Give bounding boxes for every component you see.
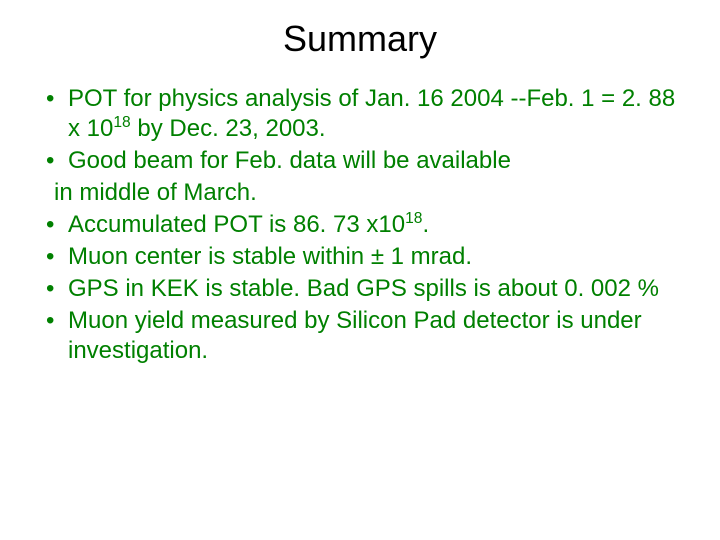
- bullet-continuation: in middle of March.: [40, 178, 680, 208]
- bullet-item: Accumulated POT is 86. 73 x1018.: [40, 210, 680, 240]
- slide-title: Summary: [40, 18, 680, 60]
- bullet-item: Muon center is stable within ± 1 mrad.: [40, 242, 680, 272]
- bullet-item: Muon yield measured by Silicon Pad detec…: [40, 306, 680, 366]
- bullet-text: Muon yield measured by Silicon Pad detec…: [68, 307, 642, 364]
- bullet-text: Good beam for Feb. data will be availabl…: [68, 147, 511, 174]
- exponent: 18: [405, 210, 422, 227]
- slide: Summary POT for physics analysis of Jan.…: [0, 0, 720, 540]
- exponent: 18: [113, 114, 130, 131]
- bullet-text: by Dec. 23, 2003.: [131, 115, 326, 142]
- bullet-item: POT for physics analysis of Jan. 16 2004…: [40, 84, 680, 144]
- bullet-list: POT for physics analysis of Jan. 16 2004…: [40, 84, 680, 366]
- bullet-item: GPS in KEK is stable. Bad GPS spills is …: [40, 274, 680, 304]
- bullet-text: Accumulated POT is 86. 73 x10: [68, 211, 405, 238]
- bullet-item: Good beam for Feb. data will be availabl…: [40, 146, 680, 176]
- bullet-text: .: [422, 211, 429, 238]
- bullet-text: Muon center is stable within ± 1 mrad.: [68, 243, 472, 270]
- bullet-text: GPS in KEK is stable. Bad GPS spills is …: [68, 275, 659, 302]
